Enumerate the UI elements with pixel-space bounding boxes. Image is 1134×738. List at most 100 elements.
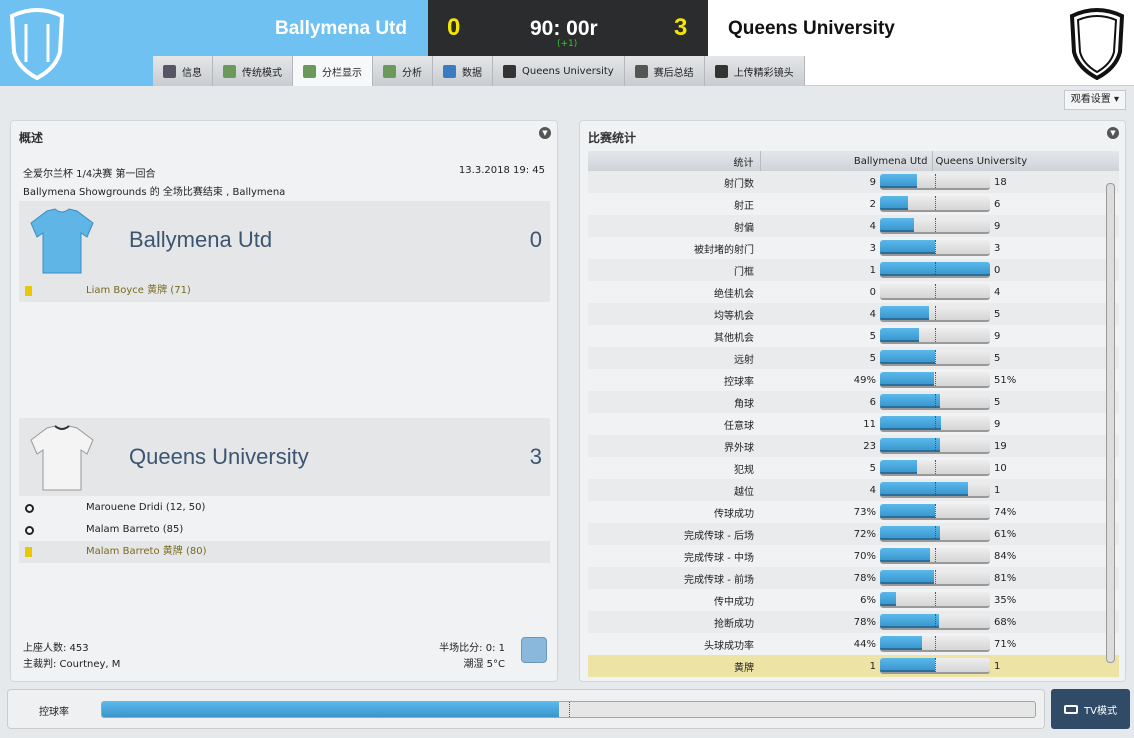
stat-home-value: 9: [869, 176, 876, 188]
stat-bar-fill: [880, 548, 930, 562]
stats-row: 犯规 5 10: [588, 457, 1119, 479]
stat-home-value: 0: [869, 286, 876, 298]
stat-label: 射门数: [588, 171, 760, 193]
stat-home-value: 5: [869, 330, 876, 342]
stat-home-cell: 78%: [760, 567, 990, 589]
scrollbar[interactable]: [1106, 183, 1115, 663]
stat-bar-fill: [880, 174, 917, 188]
stats-row: 完成传球 - 中场 70% 84%: [588, 545, 1119, 567]
stat-label: 其他机会: [714, 332, 754, 344]
home-team-box: Ballymena Utd 0 Liam Boyce 黄牌 (71): [19, 201, 550, 302]
stat-bar-fill: [880, 614, 939, 628]
stats-row: 完成传球 - 后场 72% 61%: [588, 523, 1119, 545]
analysis-icon: [383, 64, 396, 78]
stat-away-value: 4: [994, 286, 1001, 298]
tab-1[interactable]: 传统模式: [213, 56, 293, 86]
stat-bar-fill: [880, 526, 940, 540]
away-crest-icon: [1069, 8, 1125, 80]
stat-bar: [880, 328, 990, 344]
team-icon: [503, 64, 516, 78]
possession-bar-panel: 控球率: [7, 689, 1045, 729]
tab-label: 传统模式: [242, 67, 282, 79]
stat-home-cell: 73%: [760, 501, 990, 523]
attendance: 上座人数: 453: [23, 643, 89, 654]
stats-row: 界外球 23 19: [588, 435, 1119, 457]
event-text: Malam Barreto 黄牌 (80): [86, 546, 207, 557]
match-clock: 90: 00r: [530, 17, 598, 40]
stat-home-value: 70%: [853, 550, 876, 562]
tab-5[interactable]: Queens University: [493, 56, 625, 86]
stat-label: 界外球: [588, 435, 760, 457]
stat-home-cell: 1: [760, 655, 990, 677]
stat-label: 完成传球 - 后场: [588, 523, 760, 545]
stat-home-cell: 5: [760, 457, 990, 479]
stat-bar: [880, 636, 990, 652]
stat-home-value: 72%: [853, 528, 876, 540]
home-shirt-icon: [30, 208, 94, 274]
tab-label: 信息: [182, 67, 202, 79]
tab-4[interactable]: 数据: [433, 56, 493, 86]
stats-row: 均等机会 4 5: [588, 303, 1119, 325]
tv-mode-label: TV模式: [1084, 705, 1117, 717]
possession-label: 控球率: [39, 707, 69, 718]
tab-label: 分栏显示: [322, 67, 362, 79]
stat-bar-fill: [880, 328, 920, 342]
tab-label: 上传精彩镜头: [733, 67, 794, 79]
tab-label: 分析: [402, 67, 422, 79]
col-stat[interactable]: 统计: [588, 151, 761, 171]
stat-home-value: 1: [869, 264, 876, 276]
stat-bar-fill: [880, 636, 923, 650]
stat-bar: [880, 460, 990, 476]
stat-away-value: 10: [994, 462, 1007, 474]
match-datetime: 13.3.2018 19: 45: [458, 165, 545, 176]
venue-line: Ballymena Showgrounds 的 全场比赛结束 , Ballyme…: [23, 187, 286, 198]
stat-bar: [880, 262, 990, 278]
tab-bar: 信息 传统模式 分栏显示 分析 数据 Queens University 赛后总结 上传精彩镜…: [153, 56, 805, 86]
col-away[interactable]: Queens University: [932, 151, 1119, 171]
stat-label: 绝佳机会: [714, 288, 754, 300]
weather-rain-icon: [521, 637, 547, 663]
tab-7[interactable]: 上传精彩镜头: [704, 56, 805, 86]
stat-label: 控球率: [724, 376, 754, 388]
pitch-icon: [223, 64, 236, 78]
stat-home-cell: 11: [760, 413, 990, 435]
col-home[interactable]: Ballymena Utd: [760, 151, 933, 171]
possession-fill: [102, 702, 560, 717]
yellow-card-icon: [25, 547, 32, 557]
added-time: (+1): [557, 39, 578, 49]
stat-home-cell: 3: [760, 237, 990, 259]
yellow-card-icon: [25, 286, 32, 296]
tab-2[interactable]: 分栏显示: [293, 56, 373, 86]
stat-home-value: 49%: [853, 374, 876, 386]
stat-label: 完成传球 - 前场: [588, 567, 760, 589]
stat-label: 传中成功: [714, 596, 754, 608]
chevron-down-icon[interactable]: ▼: [539, 127, 551, 139]
tab-label: 数据: [462, 67, 482, 79]
stat-home-value: 6%: [860, 594, 876, 606]
stats-row: 控球率 49% 51%: [588, 369, 1119, 391]
stats-row: 越位 4 1: [588, 479, 1119, 501]
away-team-title: Queens University: [129, 444, 309, 469]
stat-bar: [880, 350, 990, 366]
stat-bar-fill: [880, 218, 914, 232]
stat-home-value: 78%: [853, 616, 876, 628]
stat-label: 射偏: [588, 215, 760, 237]
view-settings-dropdown[interactable]: 观看设置 ▾: [1063, 90, 1126, 110]
stat-home-value: 73%: [853, 506, 876, 518]
stat-bar-fill: [880, 570, 934, 584]
chevron-down-icon[interactable]: ▼: [1107, 127, 1119, 139]
tab-3[interactable]: 分析: [373, 56, 433, 86]
tab-6[interactable]: 赛后总结: [624, 56, 705, 86]
stat-bar-fill: [880, 394, 940, 408]
tv-mode-button[interactable]: TV模式: [1051, 689, 1130, 729]
stats-row: 抢断成功 78% 68%: [588, 611, 1119, 633]
home-crest-icon: [9, 8, 65, 80]
stat-label: 抢断成功: [588, 611, 760, 633]
stat-home-cell: 4: [760, 303, 990, 325]
info-icon: [163, 64, 176, 78]
stat-label: 远射: [588, 347, 760, 369]
stat-home-cell: 23: [760, 435, 990, 457]
competition: 全爱尔兰杯 1/4决赛 第一回合: [23, 169, 156, 180]
stat-away-value: 84%: [994, 550, 1017, 562]
tab-0[interactable]: 信息: [153, 56, 213, 86]
